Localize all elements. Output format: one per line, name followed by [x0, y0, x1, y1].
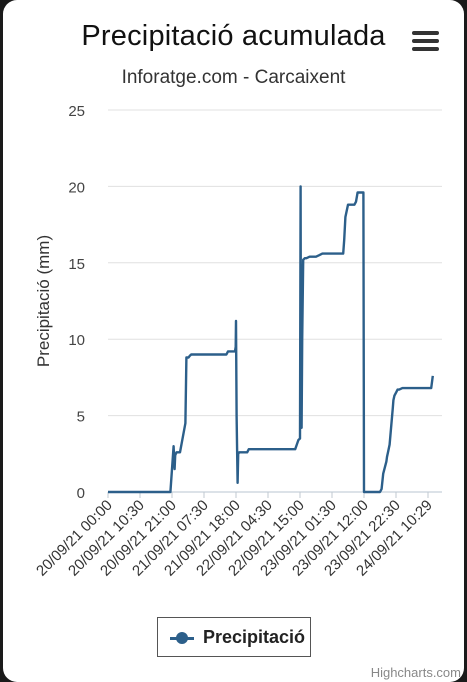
- series-line-0: [108, 185, 434, 494]
- chart-title: Precipitació acumulada: [81, 20, 386, 52]
- y-tick-label-2: 10: [68, 332, 85, 349]
- hamburger-menu-icon[interactable]: [410, 30, 440, 54]
- y-tick-label-5: 25: [68, 103, 85, 120]
- y-tick-label-3: 15: [68, 256, 85, 273]
- credits-link[interactable]: Highcharts.com: [370, 665, 461, 680]
- legend-marker-icon: [176, 632, 188, 644]
- y-tick-label-1: 5: [77, 409, 85, 426]
- chart-card: [3, 0, 464, 682]
- legend-item-precipitacio[interactable]: Precipitació: [157, 617, 311, 657]
- y-axis-title: Precipitació (mm): [34, 235, 53, 367]
- y-tick-label-0: 0: [77, 485, 85, 502]
- y-tick-label-4: 20: [68, 179, 85, 196]
- chart-subtitle: Inforatge.com - Carcaixent: [121, 67, 346, 88]
- legend-label: Precipitació: [203, 627, 306, 647]
